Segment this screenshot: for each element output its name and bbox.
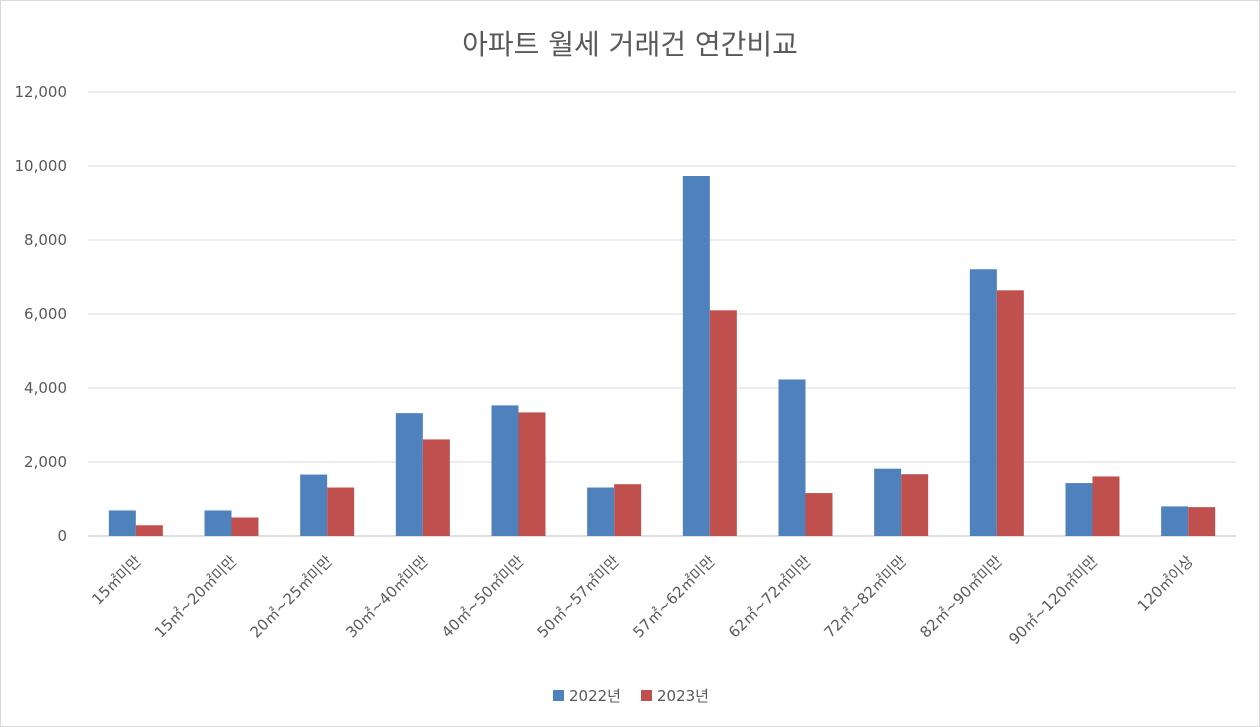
bar-2022 [108,510,136,536]
x-tick-label: 90㎡~120㎡미만 [1005,552,1101,648]
bar-2023 [805,493,833,536]
bar-2023 [327,487,355,536]
x-tick-label: 20㎡~25㎡미만 [247,552,336,641]
x-tick-label: 62㎡~72㎡미만 [725,552,814,641]
bar-2022 [300,474,328,536]
bar-2023 [709,310,737,536]
x-tick-label: 120㎡이상 [1134,552,1197,615]
chart-title: 아파트 월세 거래건 연간비교 [462,28,798,61]
bar-2023 [1188,507,1216,536]
bar-2022 [778,379,806,536]
x-tick-label: 30㎡~40㎡미만 [342,552,431,641]
x-tick-label: 72㎡~82㎡미만 [821,552,910,641]
bar-2022 [204,510,232,536]
bar-2023 [1092,476,1120,536]
x-tick-label: 40㎡~50㎡미만 [438,552,527,641]
y-tick-label: 0 [57,527,67,545]
y-tick-label: 2,000 [24,453,67,471]
bar-2022 [1065,483,1093,536]
bar-2022 [1161,506,1189,536]
bar-2023 [231,517,259,536]
y-tick-label: 12,000 [15,83,68,101]
x-axis-ticks: 15㎡미만 15㎡~20㎡미만 20㎡~25㎡미만 30㎡~40㎡미만 40㎡~50㎡미… [88,552,1197,648]
legend-swatch [641,690,652,701]
x-tick-label: 82㎡~90㎡미만 [916,552,1005,641]
legend-label: 2023년 [657,687,709,705]
legend: 2022년 2023년 [553,687,709,705]
bar-2022 [395,413,423,536]
bar-2023 [996,290,1024,536]
x-tick-label: 57㎡~62㎡미만 [629,552,718,641]
x-tick-label: 15㎡미만 [88,552,144,608]
bar-2022 [587,487,615,536]
y-tick-label: 6,000 [24,305,67,323]
y-axis-ticks: 0 2,000 4,000 6,000 8,000 10,000 12,000 [15,83,68,545]
y-tick-label: 4,000 [24,379,67,397]
bar-2023 [135,525,163,536]
gridlines [88,91,1236,537]
x-tick-label: 15㎡~20㎡미만 [151,552,240,641]
bar-2022 [682,175,710,537]
bar-2022 [491,405,519,536]
bar-2022 [874,468,902,536]
legend-swatch [553,690,564,701]
legend-label: 2022년 [569,687,621,705]
y-tick-label: 10,000 [15,157,68,175]
bar-2023 [614,484,642,536]
bars [108,175,1216,537]
bar-2023 [422,439,450,536]
bar-2023 [901,474,929,536]
bar-2023 [518,412,546,536]
x-tick-label: 50㎡~57㎡미만 [534,552,623,641]
bar-2022 [969,269,997,536]
y-tick-label: 8,000 [24,231,67,249]
